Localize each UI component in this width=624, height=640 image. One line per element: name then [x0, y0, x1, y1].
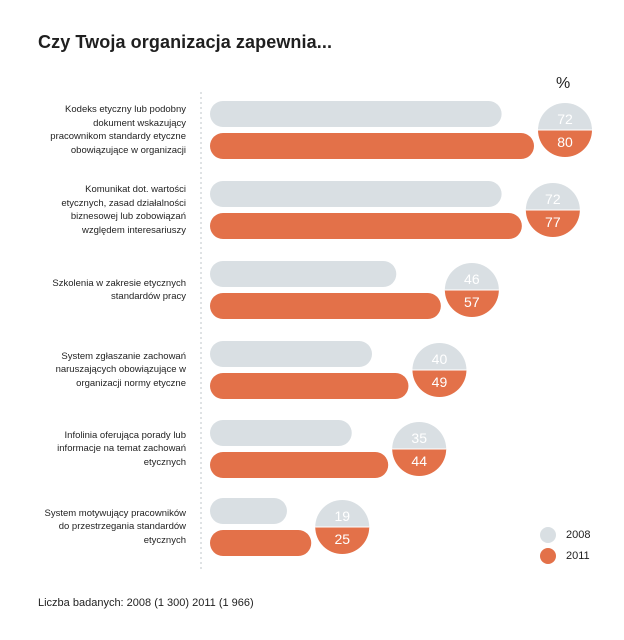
- value-label-2008: 72: [545, 191, 561, 207]
- value-label-2008: 46: [464, 271, 480, 287]
- category-label-line: dokument wskazujący: [93, 117, 186, 129]
- value-badge-bottom: [538, 130, 592, 157]
- bar-2008: [210, 498, 287, 524]
- bar-2011: [210, 293, 441, 319]
- value-label-2008: 40: [432, 351, 448, 367]
- legend-label-2011: 2011: [566, 550, 590, 562]
- value-badge-top: [315, 500, 370, 527]
- value-label-2008: 72: [557, 111, 573, 127]
- category-label-line: etycznych, zasad działalności: [61, 197, 186, 209]
- chart-title: Czy Twoja organizacja zapewnia...: [38, 32, 333, 52]
- bar-2008: [210, 420, 352, 446]
- bar-2011: [210, 133, 534, 159]
- value-badge-top: [525, 183, 580, 210]
- category-label: Komunikat dot. wartości etycznych, zasad …: [16, 183, 186, 237]
- category-label-line: informacje na temat zachowań: [57, 443, 186, 455]
- legend-item-2008: 2008: [540, 527, 590, 543]
- bar-2008: [210, 341, 372, 367]
- category-label-line: Kodeks etyczny lub podobny: [65, 104, 186, 115]
- value-label-2011: 77: [545, 214, 561, 230]
- value-label-2011: 80: [557, 134, 573, 150]
- category-label-line: względem interesariuszy: [81, 224, 186, 236]
- category-label-line: etycznych: [143, 534, 186, 546]
- category-label-line: standardów pracy: [111, 291, 186, 302]
- category-label: Szkolenia w zakresie etycznych standardów…: [16, 277, 186, 304]
- value-badge-top: [412, 343, 467, 370]
- bar-2011: [210, 530, 312, 556]
- value-label-2008: 35: [411, 430, 427, 446]
- legend-label-2008: 2008: [566, 529, 591, 541]
- legend-swatch-2008: [540, 527, 556, 543]
- category-label-line: etycznych: [143, 456, 186, 468]
- category-label-line: Infolinia oferująca porady lub: [64, 429, 186, 441]
- category-label-line: biznesowej lub zobowiązań: [70, 211, 186, 222]
- category-label-line: Szkolenia w zakresie etycznych: [52, 277, 186, 289]
- bar-2011: [210, 452, 389, 478]
- value-badge-bottom: [392, 449, 447, 476]
- category-label: System zgłaszanie zachowań naruszających …: [16, 350, 186, 391]
- category-label-line: System motywujący pracowników: [44, 507, 187, 519]
- value-badge-bottom: [525, 210, 580, 237]
- value-badge-bottom: [412, 370, 467, 397]
- sample-size-note: Liczba badanych: 2008 (1 300) 2011 (1 96…: [38, 597, 254, 609]
- bar-2008: [210, 101, 502, 127]
- category-label-line: pracownikom standardy etyczne: [50, 131, 186, 142]
- category-label: System motywujący pracowników do przestrz…: [16, 507, 187, 548]
- bar-2008: [210, 261, 397, 287]
- unit-label: %: [556, 75, 571, 92]
- bar-2011: [210, 373, 409, 399]
- value-label-2008: 19: [334, 508, 350, 524]
- category-label-line: obowiązujące w organizacji: [70, 144, 186, 156]
- legend-item-2011: 2011: [540, 548, 590, 564]
- category-label: Infolinia oferująca porady lub informacje…: [16, 429, 186, 470]
- bar-2011: [210, 213, 522, 239]
- category-label-line: System zgłaszanie zachowań: [61, 350, 186, 362]
- value-label-2011: 25: [334, 531, 350, 547]
- legend-swatch-2011: [540, 548, 556, 564]
- category-label: Kodeks etyczny lub podobny dokument wskaz…: [16, 103, 186, 157]
- value-badge-top: [444, 263, 499, 290]
- value-label-2011: 44: [411, 453, 427, 469]
- bar-2008: [210, 181, 502, 207]
- value-badge-top: [538, 103, 592, 130]
- category-label-line: organizacji normy etyczne: [76, 377, 186, 389]
- category-label-line: Komunikat dot. wartości: [85, 184, 186, 195]
- value-label-2011: 49: [432, 374, 448, 390]
- value-badge-top: [392, 422, 447, 449]
- category-label-line: naruszających obowiązujące w: [55, 364, 186, 376]
- value-badge-bottom: [444, 290, 499, 317]
- value-label-2011: 57: [464, 294, 480, 310]
- category-label-line: do przestrzegania standardów: [58, 521, 186, 533]
- value-badge-bottom: [315, 527, 370, 554]
